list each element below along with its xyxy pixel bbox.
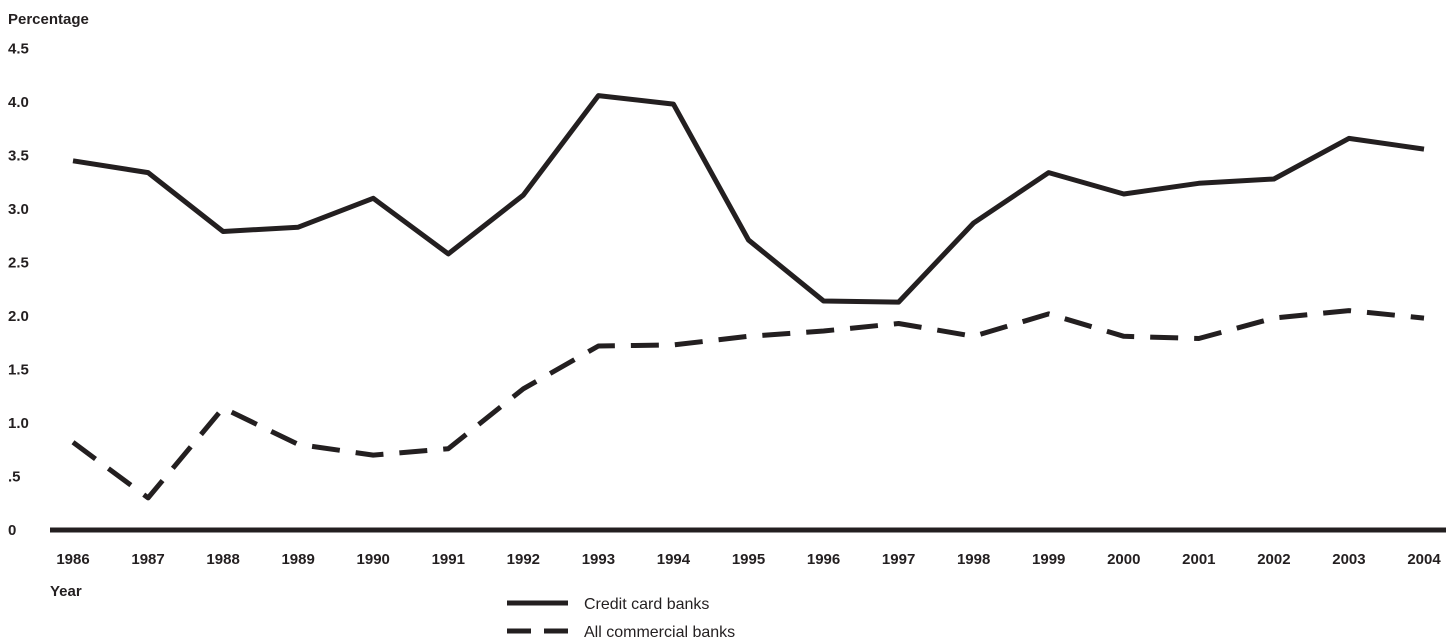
x-tick-label: 1997: [882, 551, 915, 568]
x-tick-label: 1996: [807, 551, 840, 568]
y-tick-label: 2.0: [8, 308, 29, 325]
series-line-all-commercial-banks: [71, 308, 1425, 501]
y-tick-label: 4.0: [8, 94, 29, 111]
legend: Credit card banks All commercial banks: [507, 596, 735, 641]
x-tick-label: 1989: [281, 551, 314, 568]
y-tick-label: 0: [8, 522, 16, 539]
x-tick-label: 2002: [1257, 551, 1290, 568]
x-tick-label: 1990: [357, 551, 390, 568]
series-lines: [71, 93, 1425, 501]
y-tick-label: 3.5: [8, 148, 29, 165]
x-tick-label: 2004: [1407, 551, 1441, 568]
y-tick-label: .5: [8, 469, 21, 486]
x-tick-label: 1999: [1032, 551, 1065, 568]
x-tick-label: 1994: [657, 551, 691, 568]
x-tick-label: 1987: [131, 551, 164, 568]
legend-label: Credit card banks: [584, 596, 709, 613]
x-tick-label: 1986: [56, 551, 89, 568]
x-tick-label: 2000: [1107, 551, 1140, 568]
y-tick-label: 2.5: [8, 255, 29, 272]
y-tick-label: 4.5: [8, 41, 29, 58]
y-axis-title: Percentage: [8, 11, 89, 28]
x-tick-label: 1998: [957, 551, 990, 568]
x-axis-ticks: 1986 1987 1988 1989 1990 1991 1992 1993 1994 1995…: [56, 551, 1441, 568]
y-tick-label: 1.5: [8, 362, 29, 379]
y-axis-ticks: 0 .5 1.0 1.5 2.0 2.5 3.0 3.5 4.0 4.5: [8, 41, 29, 540]
x-tick-label: 1991: [432, 551, 465, 568]
legend-label: All commercial banks: [584, 624, 735, 641]
y-tick-label: 3.0: [8, 201, 29, 218]
series-line-credit-card-banks: [72, 93, 1425, 305]
x-axis-title: Year: [50, 583, 82, 600]
y-tick-label: 1.0: [8, 415, 29, 432]
x-tick-label: 1995: [732, 551, 765, 568]
x-tick-label: 2003: [1332, 551, 1365, 568]
x-tick-label: 1988: [206, 551, 239, 568]
x-tick-label: 2001: [1182, 551, 1215, 568]
x-tick-label: 1993: [582, 551, 615, 568]
x-tick-label: 1992: [507, 551, 540, 568]
